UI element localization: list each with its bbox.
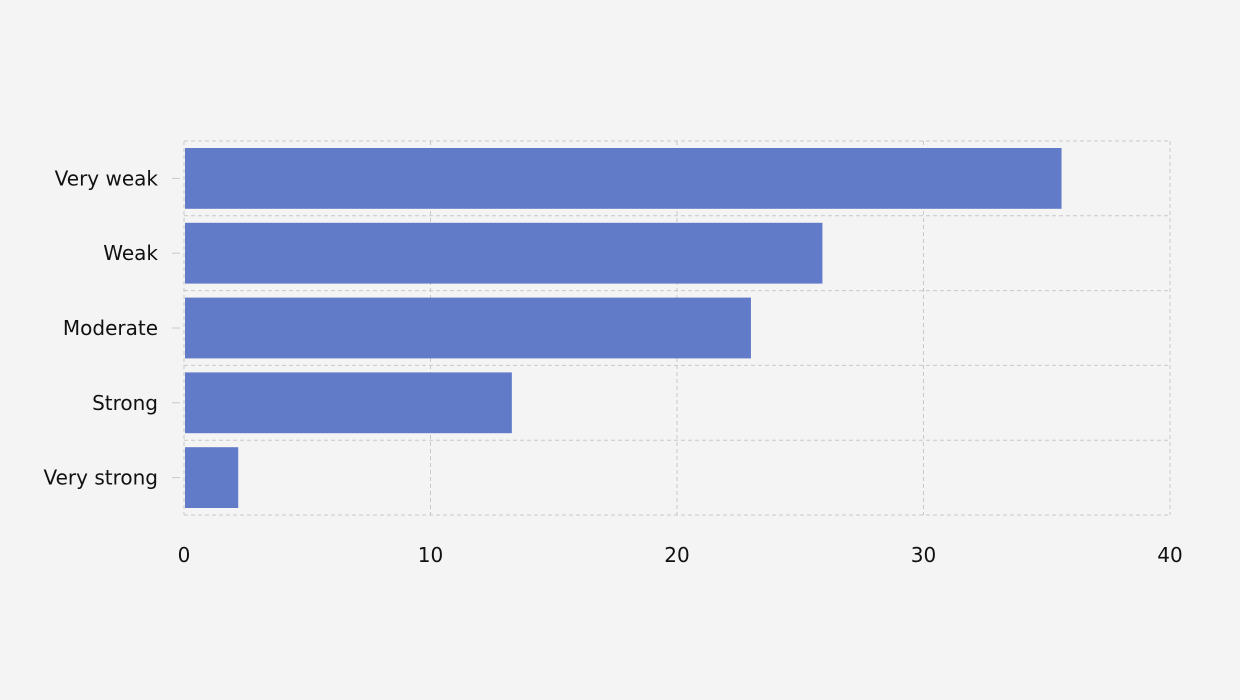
x-tick-label: 40: [1157, 543, 1182, 567]
bar: [185, 297, 751, 359]
x-tick-label: 10: [418, 543, 443, 567]
y-axis: Very weak Weak Moderate Strong Very strong: [43, 166, 180, 490]
y-tick-label: Very strong: [43, 466, 158, 490]
y-tick-label: Weak: [103, 241, 158, 265]
bar: [185, 447, 239, 508]
x-axis: 0 10 20 30 40: [178, 543, 1183, 567]
y-tick-label: Strong: [92, 391, 158, 415]
grid: [183, 140, 1171, 516]
bar: [185, 372, 512, 434]
x-tick-label: 20: [664, 543, 689, 567]
y-tick-label: Moderate: [63, 316, 158, 340]
x-tick-label: 30: [911, 543, 936, 567]
bars: [185, 148, 1062, 508]
bar: [185, 222, 823, 284]
x-tick-label: 0: [178, 543, 191, 567]
y-tick-label: Very weak: [55, 166, 159, 190]
bar: [185, 148, 1062, 209]
